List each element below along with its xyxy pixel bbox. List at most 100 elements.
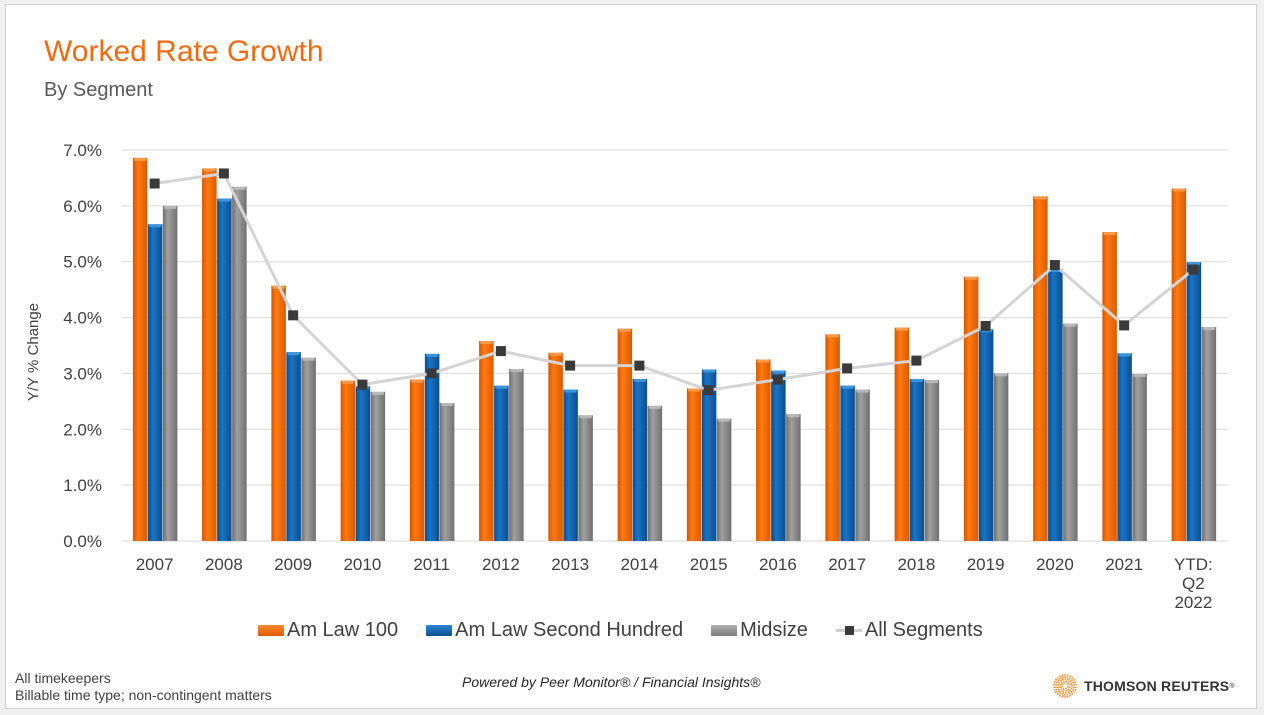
bar-cap	[1034, 196, 1047, 200]
bar-cap	[787, 414, 800, 418]
logo-dot	[1073, 691, 1075, 694]
y-axis-ticks: 0.0% 1.0% 2.0% 3.0% 4.0% 5.0% 6.0% 7.0%	[63, 141, 102, 551]
bar-am-law-second-hundred	[217, 198, 232, 542]
x-tick-label: 2009	[274, 555, 312, 574]
logo-dot	[1055, 678, 1057, 681]
bar-cap	[218, 198, 231, 202]
logo-dot	[1066, 693, 1069, 696]
logo-dot	[1062, 687, 1065, 690]
y-tick-label: 5.0%	[63, 253, 102, 272]
all-segments-marker	[288, 310, 299, 321]
all-segments-marker	[703, 385, 714, 396]
logo-dot	[1064, 696, 1066, 698]
logo-dot	[1074, 689, 1077, 691]
logo-dot	[1065, 689, 1068, 692]
logo-dot	[1059, 683, 1062, 686]
bar-am-law-second-hundred	[355, 386, 371, 541]
logo-dot	[1070, 679, 1073, 682]
bar-midsize	[578, 415, 593, 541]
bar-cap	[371, 391, 385, 395]
bar-am-law-second-hundred	[909, 379, 925, 541]
bar-am-law-second-hundred	[1117, 353, 1132, 541]
x-tick-label: 2010	[343, 555, 381, 574]
bar-cap	[579, 415, 592, 419]
bar-am-law-100	[202, 168, 217, 541]
x-tick-label: 2017	[828, 555, 866, 574]
bar-am-law-100	[340, 380, 356, 541]
bar-cap	[148, 224, 162, 228]
y-tick-label: 4.0%	[63, 309, 102, 328]
bar-cap	[1103, 232, 1116, 236]
footnote: All timekeepers Billable time type; non-…	[15, 670, 272, 704]
bar-cap	[856, 389, 869, 393]
bar-am-law-100	[479, 341, 494, 541]
x-tick-label: 2019	[967, 555, 1005, 574]
bar-am-law-100	[271, 285, 286, 541]
x-tick-label: 2020	[1036, 555, 1074, 574]
legend-swatch-blue	[426, 625, 453, 636]
bar-am-law-second-hundred	[563, 389, 578, 541]
bar-cap	[994, 373, 1008, 377]
logo-dot	[1064, 694, 1066, 696]
bar-am-law-100	[963, 276, 979, 541]
bar-midsize	[509, 368, 524, 541]
thomson-reuters-logo: THOMSON REUTERS ®	[1053, 674, 1235, 698]
x-tick-label: YTD:	[1174, 555, 1213, 574]
bar-cap	[757, 359, 770, 363]
all-segments-marker	[980, 320, 991, 331]
x-tick-label: 2021	[1105, 555, 1143, 574]
logo-dot	[1062, 680, 1065, 683]
bar-cap	[495, 385, 508, 389]
logo-dot	[1059, 686, 1062, 689]
bar-cap	[648, 405, 662, 409]
x-tick-label: 2016	[759, 555, 797, 574]
x-tick-label: 2018	[897, 555, 935, 574]
logo-dot	[1069, 675, 1072, 678]
logo-dot	[1057, 690, 1060, 693]
x-tick-label: 2011	[413, 555, 450, 574]
logo-dot	[1071, 693, 1074, 696]
bar-midsize	[1063, 323, 1078, 541]
legend-label: All Segments	[864, 619, 983, 641]
logo-dot	[1073, 678, 1075, 681]
bar-cap	[633, 379, 647, 383]
bar-cap	[1064, 323, 1077, 327]
brand-registered-mark: ®	[1229, 682, 1235, 690]
bar-am-law-second-hundred	[978, 329, 994, 541]
logo-dot	[1059, 679, 1062, 682]
bar-cap	[702, 369, 716, 373]
logo-dot	[1057, 683, 1059, 686]
logo-dot	[1066, 695, 1069, 698]
bar-am-law-100	[1102, 232, 1117, 542]
all-segments-marker	[218, 168, 229, 179]
logo-dot	[1069, 689, 1072, 692]
bar-cap	[133, 157, 147, 161]
x-tick-label: 2008	[205, 555, 243, 574]
logo-dot	[1064, 674, 1066, 676]
logo-dot	[1058, 681, 1060, 684]
bar-am-law-100	[686, 388, 702, 541]
bar-midsize	[439, 403, 455, 541]
bar-cap	[772, 370, 785, 374]
x-tick-label: 2022	[1174, 593, 1212, 612]
bar-cap	[302, 357, 315, 361]
logo-dot	[1064, 692, 1067, 694]
logo-dot	[1061, 695, 1064, 698]
bar-am-law-100	[132, 157, 148, 541]
bar-cap	[925, 380, 939, 384]
bar-am-law-second-hundred	[632, 379, 648, 541]
bar-am-law-second-hundred	[840, 385, 855, 541]
logo-dot	[1053, 681, 1056, 683]
x-tick-label: 2012	[482, 555, 520, 574]
bar-cap	[549, 352, 562, 356]
bar-cap	[618, 328, 632, 332]
logo-dot	[1055, 681, 1058, 684]
x-tick-label: 2015	[690, 555, 728, 574]
logo-dot	[1069, 680, 1071, 683]
bar-midsize	[1201, 327, 1217, 541]
footnote-line-1: All timekeepers	[15, 670, 111, 686]
bar-midsize	[232, 186, 247, 541]
bar-midsize	[924, 380, 940, 541]
logo-dot	[1058, 688, 1061, 691]
